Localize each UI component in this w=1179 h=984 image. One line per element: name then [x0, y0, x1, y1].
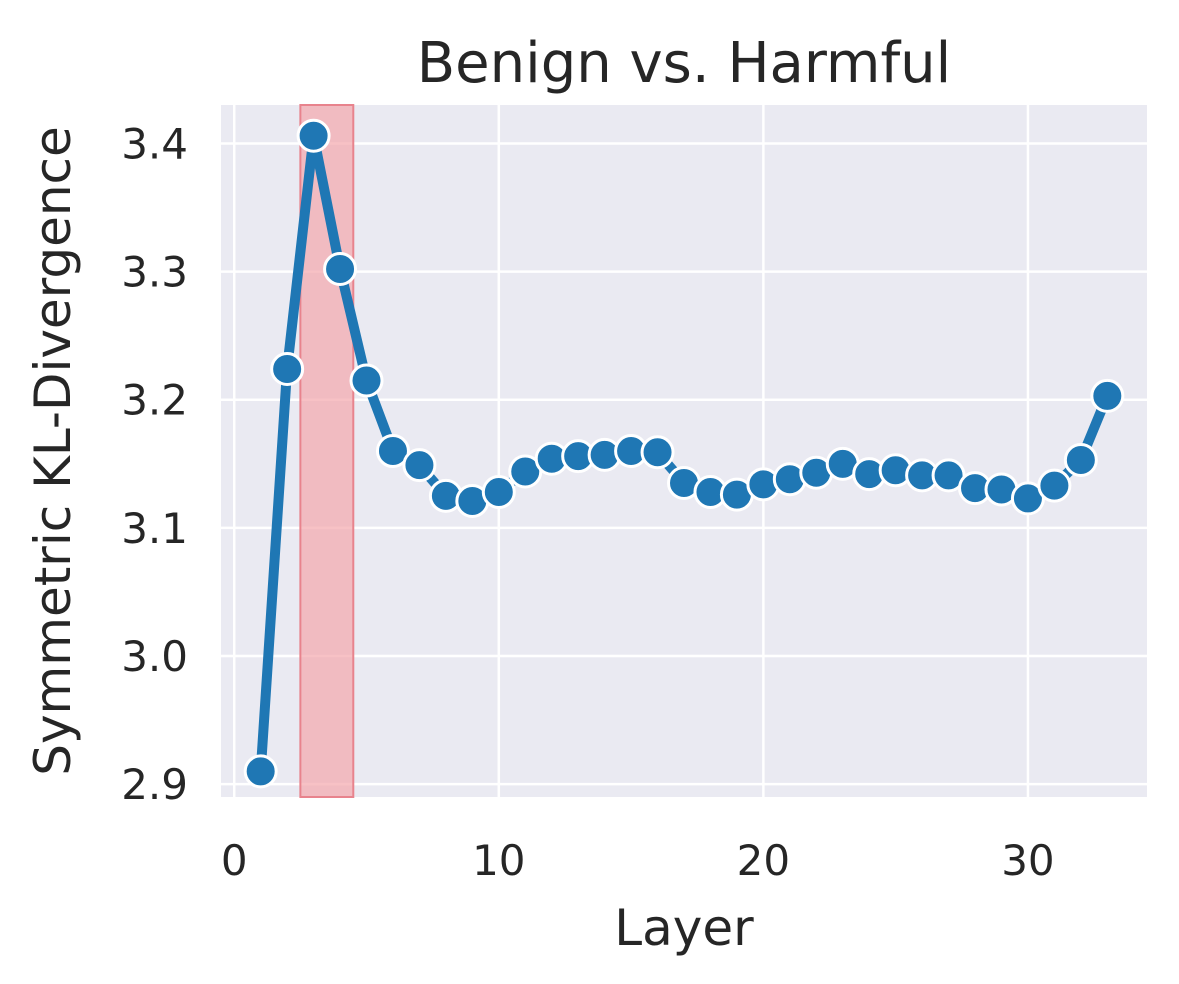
tick-labels: 0 10 20 30 2.9 3.0 3.1 3.2 3.3 3.4	[121, 119, 1054, 885]
y-axis-label: Symmetric KL-Divergence	[24, 126, 82, 776]
data-point	[1037, 468, 1072, 503]
x-tick-label: 10	[472, 836, 525, 885]
data-point	[270, 351, 305, 386]
data-point	[243, 754, 278, 789]
chart-title: Benign vs. Harmful	[417, 31, 951, 96]
x-tick-label: 20	[737, 836, 790, 885]
data-point	[402, 448, 437, 483]
data-point	[375, 434, 410, 468]
series-layer	[243, 118, 1125, 789]
plot-area	[221, 105, 1147, 797]
data-point	[640, 435, 675, 470]
y-tick-label: 3.4	[121, 119, 188, 168]
data-point	[481, 475, 516, 510]
data-point	[323, 252, 358, 287]
y-tick-label: 3.3	[121, 248, 188, 297]
data-point	[1063, 442, 1098, 477]
data-point	[296, 118, 331, 153]
data-point	[349, 363, 384, 398]
grid-lines	[221, 105, 1147, 797]
x-tick-label: 0	[221, 836, 248, 885]
y-tick-label: 2.9	[121, 760, 188, 809]
x-axis-label: Layer	[614, 899, 754, 957]
y-tick-label: 3.1	[121, 504, 188, 553]
y-tick-label: 3.0	[121, 632, 188, 681]
x-tick-label: 30	[1001, 836, 1054, 885]
data-point	[1090, 378, 1125, 413]
y-tick-label: 3.2	[121, 376, 188, 425]
